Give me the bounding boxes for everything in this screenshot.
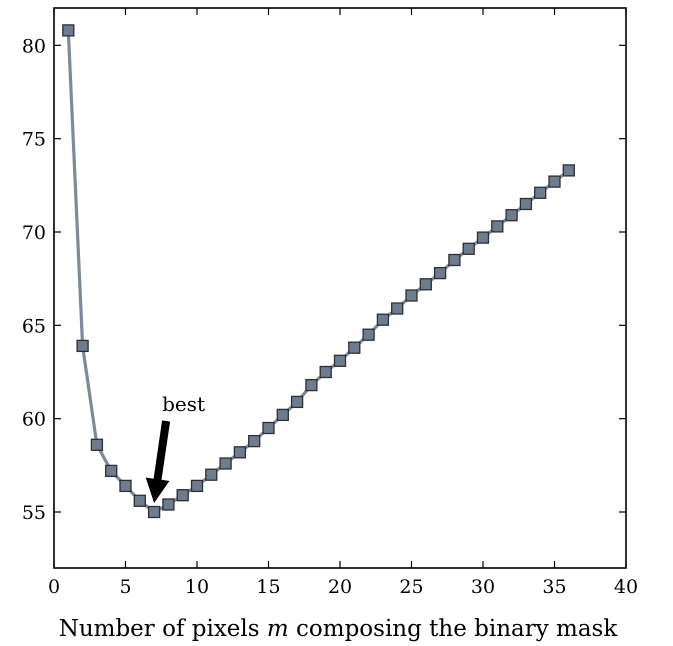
data-point-marker xyxy=(548,175,561,188)
y-tick-label: 70 xyxy=(22,222,46,244)
x-tick-label: 10 xyxy=(185,576,209,598)
data-point-marker xyxy=(433,266,447,280)
data-point-marker xyxy=(190,479,204,493)
data-point-marker xyxy=(290,395,304,409)
data-point-marker xyxy=(119,479,132,493)
data-point-marker xyxy=(262,421,275,435)
y-tick-label: 60 xyxy=(22,409,46,431)
data-point-marker xyxy=(505,209,518,222)
axis-ticks: 0 5 10 15 20 25 30 35 40 55 60 65 70 75 80 xyxy=(22,8,638,598)
y-tick-label: 55 xyxy=(22,502,46,524)
y-tick-label: 65 xyxy=(22,315,46,337)
data-point-marker xyxy=(76,339,89,353)
data-point-marker xyxy=(90,438,104,451)
data-point-marker xyxy=(348,341,361,354)
data-point-marker xyxy=(391,302,404,315)
data-point-marker xyxy=(462,242,475,255)
x-axis-title-variable: m xyxy=(267,616,289,642)
y-tick-label: 80 xyxy=(22,35,46,57)
data-point-marker xyxy=(105,464,118,478)
annotation: best xyxy=(145,392,205,503)
annotation-best-label: best xyxy=(162,392,205,416)
data-point-marker xyxy=(376,313,390,326)
data-point-marker xyxy=(147,505,161,519)
x-tick-label: 15 xyxy=(256,576,280,598)
x-tick-label: 40 xyxy=(614,576,638,598)
x-axis-title-after: composing the binary mask xyxy=(289,616,619,642)
data-point-marker xyxy=(491,220,504,233)
data-point-marker xyxy=(476,231,490,244)
data-point-marker xyxy=(405,289,418,302)
data-point-marker xyxy=(333,354,347,367)
data-point-marker xyxy=(562,164,575,177)
x-tick-label: 5 xyxy=(119,576,131,598)
data-point-marker xyxy=(205,468,218,481)
x-axis-title-before: Number of pixels xyxy=(59,616,267,642)
x-axis-title: Number of pixels m composing the binary … xyxy=(59,616,619,642)
plot-frame xyxy=(53,7,627,569)
data-point-marker xyxy=(276,408,289,422)
data-point-marker xyxy=(176,489,189,502)
data-point-marker xyxy=(233,446,247,459)
data-point-marker xyxy=(362,328,375,341)
data-series xyxy=(62,24,575,519)
data-point-marker xyxy=(319,365,332,379)
y-tick-label: 75 xyxy=(22,129,46,151)
x-tick-label: 20 xyxy=(328,576,352,598)
x-tick-label: 0 xyxy=(48,576,60,598)
x-tick-label: 35 xyxy=(542,576,566,598)
data-point-marker xyxy=(62,24,75,37)
best-arrow xyxy=(145,420,171,503)
data-point-marker xyxy=(519,197,533,211)
data-point-marker xyxy=(133,494,146,507)
data-point-marker xyxy=(305,378,318,392)
plot-area xyxy=(54,8,626,568)
data-point-marker xyxy=(419,278,432,291)
data-point-marker xyxy=(534,186,547,199)
data-point-marker xyxy=(448,253,461,267)
data-point-marker xyxy=(162,498,175,511)
x-tick-label: 30 xyxy=(471,576,495,598)
data-point-marker xyxy=(248,434,261,448)
data-point-marker xyxy=(219,457,232,470)
x-tick-label: 25 xyxy=(399,576,423,598)
